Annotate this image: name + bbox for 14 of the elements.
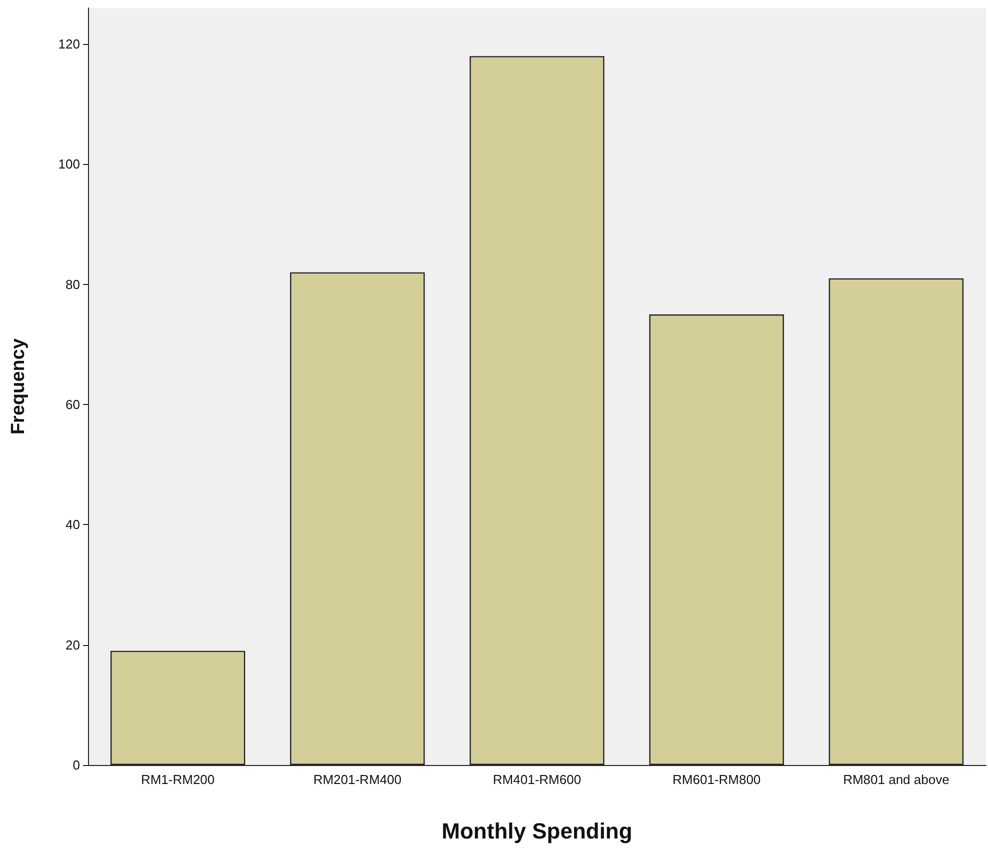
y-tick-label: 40: [66, 517, 80, 532]
x-tick-label: RM201-RM400: [313, 772, 402, 787]
y-tick-label: 60: [66, 397, 80, 412]
x-axis-title: Monthly Spending: [442, 818, 632, 844]
y-axis-title: Frequency: [8, 338, 29, 435]
x-tick-label: RM1-RM200: [140, 772, 215, 787]
x-tick-label: RM801 and above: [843, 772, 950, 787]
y-tick-label: 20: [66, 637, 80, 652]
x-tick-label: RM401-RM600: [492, 772, 582, 787]
y-tick-label: 80: [66, 276, 80, 292]
y-tick-label: 120: [58, 36, 80, 52]
y-tick-label: 0: [72, 758, 80, 772]
x-tick-label: RM601-RM800: [672, 772, 761, 787]
y-tick-label: 100: [58, 156, 80, 172]
